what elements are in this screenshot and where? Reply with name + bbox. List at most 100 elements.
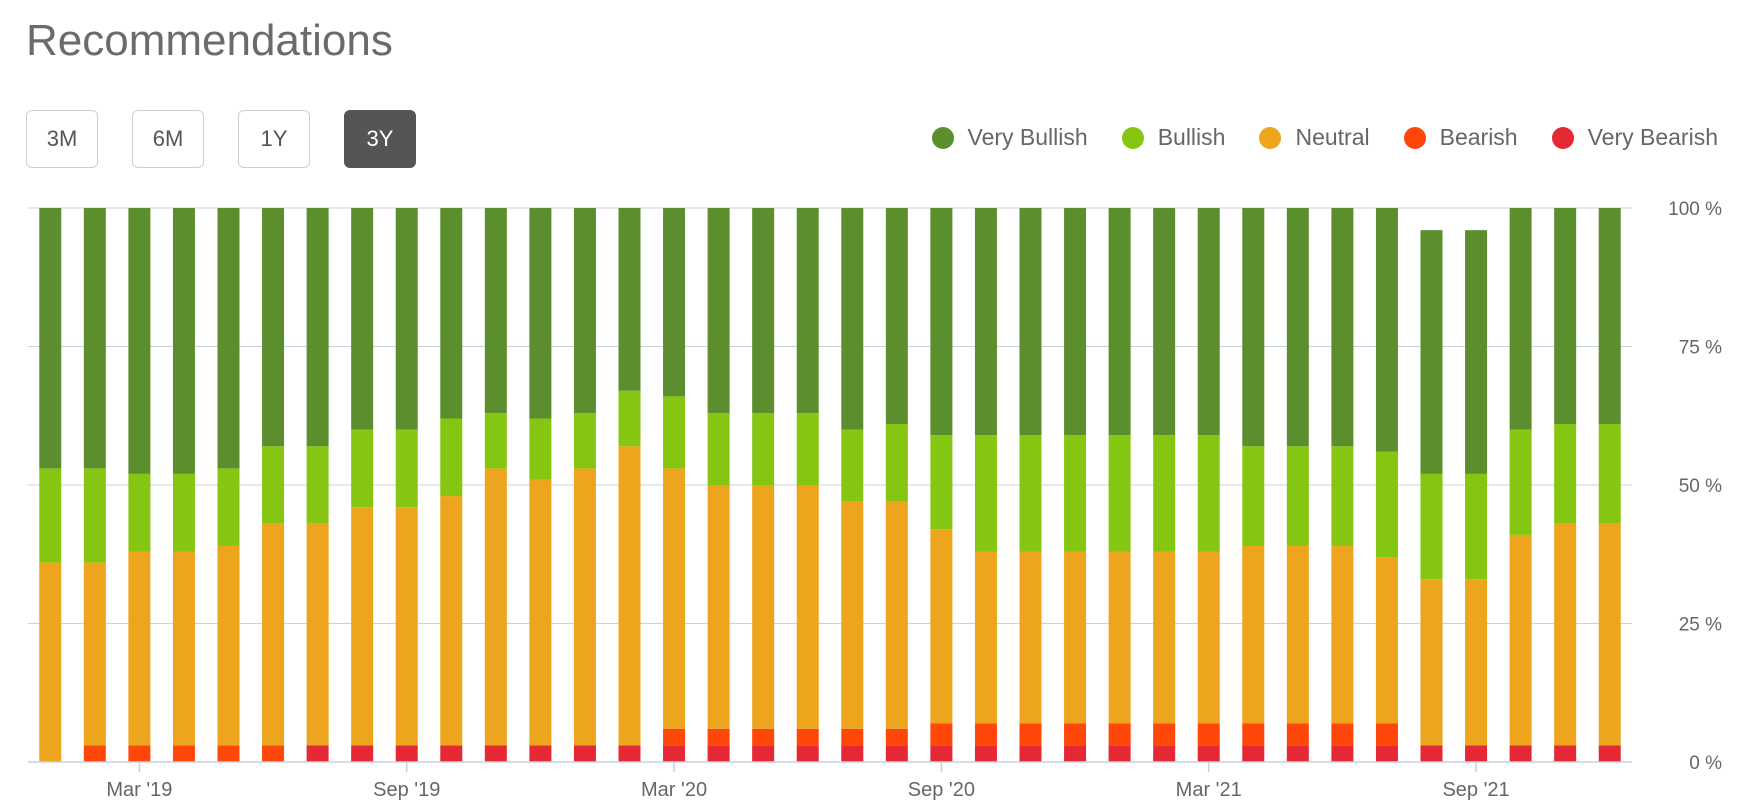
bar-segment-neutral[interactable] (618, 446, 641, 746)
bar-segment-very-bearish[interactable] (707, 745, 730, 762)
bar-segment-bullish[interactable] (217, 468, 240, 546)
bar-segment-very-bullish[interactable] (752, 208, 775, 413)
bar-segment-very-bullish[interactable] (1331, 208, 1354, 447)
bar-segment-very-bearish[interactable] (1554, 745, 1577, 762)
bar-segment-very-bullish[interactable] (1598, 208, 1621, 425)
bar-segment-very-bullish[interactable] (796, 208, 819, 413)
bar-segment-bearish[interactable] (128, 745, 151, 762)
bar-segment-neutral[interactable] (440, 496, 463, 746)
bar-segment-neutral[interactable] (1420, 579, 1443, 746)
bar-segment-bullish[interactable] (707, 412, 730, 485)
bar-segment-bullish[interactable] (262, 446, 285, 524)
bar-segment-bearish[interactable] (796, 728, 819, 746)
legend-item-very-bullish[interactable]: Very Bullish (931, 124, 1088, 151)
bar-segment-neutral[interactable] (1286, 545, 1309, 724)
bar-segment-bearish[interactable] (885, 728, 908, 746)
bar-segment-bearish[interactable] (1331, 723, 1354, 746)
bar-segment-very-bullish[interactable] (128, 208, 151, 474)
bar-segment-very-bearish[interactable] (1242, 745, 1265, 762)
bar-segment-bullish[interactable] (1153, 435, 1176, 552)
bar-segment-neutral[interactable] (930, 529, 953, 724)
bar-segment-bullish[interactable] (1331, 446, 1354, 546)
bar-segment-bullish[interactable] (1554, 424, 1577, 524)
bar-segment-very-bullish[interactable] (1465, 230, 1488, 474)
bar-segment-very-bullish[interactable] (1242, 208, 1265, 447)
bar-segment-very-bullish[interactable] (395, 208, 418, 430)
bar-segment-very-bullish[interactable] (440, 208, 463, 419)
bar-segment-neutral[interactable] (1153, 551, 1176, 724)
bar-segment-very-bullish[interactable] (529, 208, 552, 419)
bar-segment-neutral[interactable] (663, 468, 686, 729)
bar-segment-neutral[interactable] (1242, 545, 1265, 724)
bar-segment-very-bearish[interactable] (1509, 745, 1532, 762)
bar-segment-bullish[interactable] (39, 468, 62, 563)
bar-segment-very-bearish[interactable] (573, 745, 596, 762)
bar-segment-bullish[interactable] (1064, 435, 1087, 552)
bar-segment-neutral[interactable] (484, 468, 507, 746)
bar-segment-bearish[interactable] (752, 728, 775, 746)
bar-segment-bearish[interactable] (1108, 723, 1131, 746)
bar-segment-bearish[interactable] (172, 745, 195, 762)
legend-item-bearish[interactable]: Bearish (1403, 124, 1518, 151)
bar-segment-very-bearish[interactable] (752, 745, 775, 762)
bar-segment-very-bullish[interactable] (930, 208, 953, 436)
bar-segment-neutral[interactable] (128, 551, 151, 746)
bar-segment-bullish[interactable] (752, 412, 775, 485)
legend-item-bullish[interactable]: Bullish (1121, 124, 1225, 151)
legend-item-very-bearish[interactable]: Very Bearish (1551, 124, 1718, 151)
bar-segment-very-bullish[interactable] (573, 208, 596, 413)
bar-segment-very-bullish[interactable] (1509, 208, 1532, 430)
bar-segment-bearish[interactable] (1064, 723, 1087, 746)
bar-segment-neutral[interactable] (39, 562, 62, 762)
bar-segment-very-bearish[interactable] (796, 745, 819, 762)
bar-segment-bullish[interactable] (1420, 473, 1443, 580)
bar-segment-bearish[interactable] (1153, 723, 1176, 746)
bar-segment-very-bearish[interactable] (1465, 745, 1488, 762)
bar-segment-bullish[interactable] (395, 429, 418, 508)
bar-segment-neutral[interactable] (1064, 551, 1087, 724)
bar-segment-very-bearish[interactable] (529, 745, 552, 762)
bar-segment-very-bullish[interactable] (351, 208, 374, 430)
bar-segment-very-bullish[interactable] (1554, 208, 1577, 425)
bar-segment-bearish[interactable] (262, 745, 285, 762)
range-button-3y[interactable]: 3Y (344, 110, 416, 168)
bar-segment-bullish[interactable] (1598, 424, 1621, 524)
bar-segment-bearish[interactable] (1286, 723, 1309, 746)
bar-segment-bullish[interactable] (529, 418, 552, 480)
bar-segment-bearish[interactable] (930, 723, 953, 746)
range-button-6m[interactable]: 6M (132, 110, 204, 168)
bar-segment-bullish[interactable] (573, 412, 596, 469)
bar-segment-very-bearish[interactable] (306, 745, 329, 762)
bar-segment-very-bullish[interactable] (1420, 230, 1443, 474)
bar-segment-very-bullish[interactable] (707, 208, 730, 413)
bar-segment-bullish[interactable] (351, 429, 374, 508)
bar-segment-very-bullish[interactable] (1064, 208, 1087, 436)
bar-segment-very-bullish[interactable] (1153, 208, 1176, 436)
bar-segment-neutral[interactable] (1509, 534, 1532, 746)
bar-segment-very-bearish[interactable] (1375, 745, 1398, 762)
bar-segment-very-bullish[interactable] (172, 208, 195, 474)
bar-segment-very-bearish[interactable] (395, 745, 418, 762)
bar-segment-neutral[interactable] (796, 485, 819, 729)
bar-segment-very-bearish[interactable] (1331, 745, 1354, 762)
bar-segment-bearish[interactable] (1375, 723, 1398, 746)
bar-segment-very-bearish[interactable] (1286, 745, 1309, 762)
bar-segment-neutral[interactable] (1375, 557, 1398, 724)
bar-segment-bullish[interactable] (440, 418, 463, 497)
bar-segment-bearish[interactable] (663, 728, 686, 746)
bar-segment-very-bearish[interactable] (1153, 745, 1176, 762)
range-button-1y[interactable]: 1Y (238, 110, 310, 168)
bar-segment-very-bullish[interactable] (1197, 208, 1220, 436)
bar-segment-very-bearish[interactable] (841, 745, 864, 762)
bar-segment-very-bearish[interactable] (484, 745, 507, 762)
bar-segment-very-bearish[interactable] (1598, 745, 1621, 762)
bar-segment-very-bearish[interactable] (618, 745, 641, 762)
bar-segment-bullish[interactable] (974, 435, 997, 552)
bar-segment-very-bullish[interactable] (83, 208, 106, 469)
bar-segment-very-bullish[interactable] (1108, 208, 1131, 436)
bar-segment-very-bearish[interactable] (1064, 745, 1087, 762)
bar-segment-bullish[interactable] (1242, 446, 1265, 546)
bar-segment-neutral[interactable] (1197, 551, 1220, 724)
bar-segment-bullish[interactable] (306, 446, 329, 524)
bar-segment-very-bearish[interactable] (663, 745, 686, 762)
